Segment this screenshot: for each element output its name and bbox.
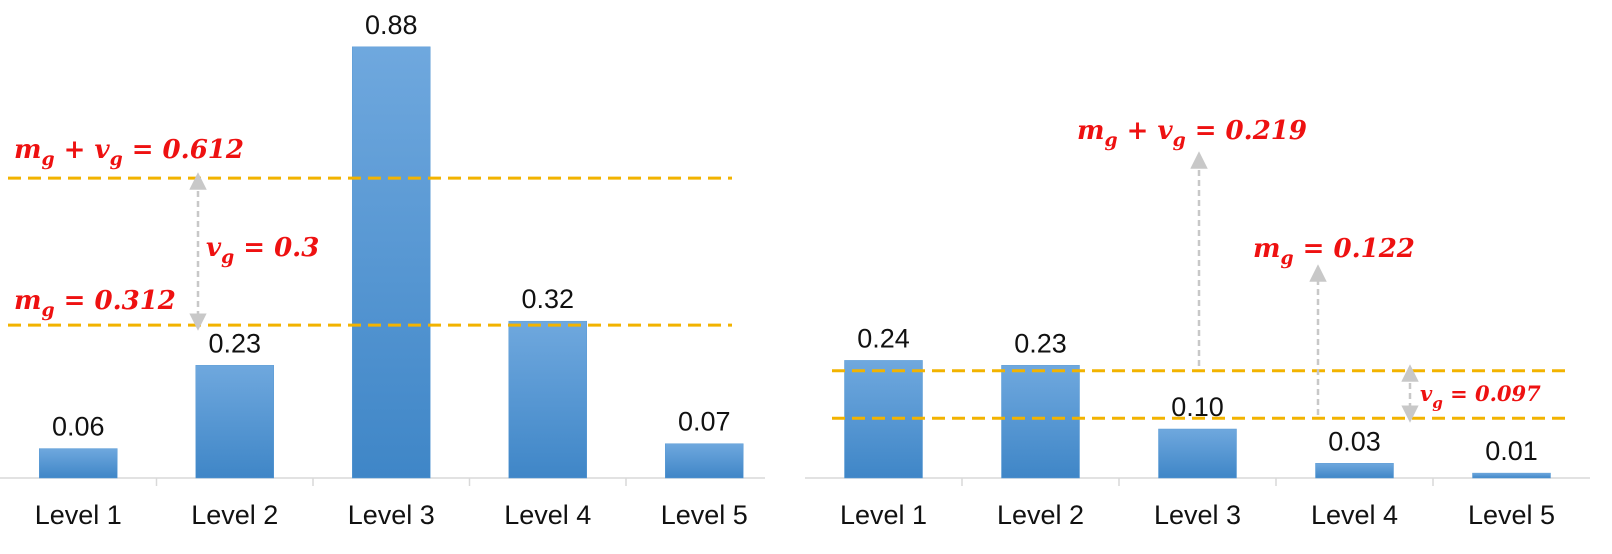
bar-level-3 xyxy=(1158,428,1237,479)
x-tick-label: Level 5 xyxy=(1468,500,1555,530)
x-tick-label: Level 2 xyxy=(191,500,278,530)
data-label: 0.03 xyxy=(1328,426,1381,456)
data-label: 0.32 xyxy=(521,284,574,314)
bar-level-1 xyxy=(39,448,118,479)
x-tick-label: Level 3 xyxy=(1154,500,1241,530)
x-tick-label: Level 3 xyxy=(348,500,435,530)
annotation-mean-plus-variance: mg + vg = 0.219 xyxy=(1077,116,1307,151)
x-tick-label: Level 1 xyxy=(840,500,927,530)
x-tick-label: Level 2 xyxy=(997,500,1084,530)
bar-level-2 xyxy=(195,365,274,479)
annotation-mean-plus-variance: mg + vg = 0.612 xyxy=(14,135,244,170)
bar-level-4 xyxy=(1315,463,1394,479)
bar-level-2 xyxy=(1001,365,1080,479)
data-label: 0.07 xyxy=(678,407,731,437)
bar-level-3 xyxy=(352,46,431,479)
annotation-variance: vg = 0.3 xyxy=(206,233,319,268)
chart-left: 0.06 Level 1 0.23 Level 2 0.88 Level 3 0.32 Lev… xyxy=(0,10,765,530)
bar-level-5 xyxy=(665,443,744,479)
x-tick-label: Level 5 xyxy=(661,500,748,530)
data-label: 0.01 xyxy=(1485,436,1538,466)
x-tick-label: Level 1 xyxy=(35,500,122,530)
bar-level-5 xyxy=(1472,472,1551,479)
x-tick-label: Level 4 xyxy=(1311,500,1398,530)
bar-level-4 xyxy=(508,320,587,479)
data-label: 0.23 xyxy=(1014,328,1067,358)
data-label: 0.23 xyxy=(208,328,261,358)
annotation-variance: vg = 0.097 xyxy=(1420,381,1541,412)
data-label: 0.24 xyxy=(857,323,910,353)
annotation-mean: mg = 0.122 xyxy=(1253,234,1415,269)
data-label: 0.88 xyxy=(365,10,418,40)
x-tick-label: Level 4 xyxy=(504,500,591,530)
data-label: 0.06 xyxy=(52,412,105,442)
annotation-mean: mg = 0.312 xyxy=(14,286,176,321)
